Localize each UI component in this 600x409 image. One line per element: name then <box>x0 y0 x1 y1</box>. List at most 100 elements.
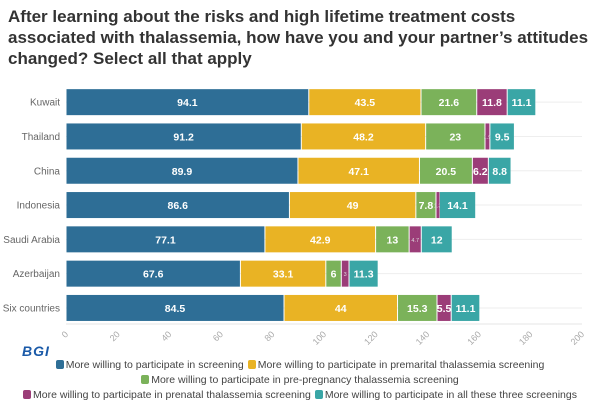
data-label: 6 <box>331 269 337 281</box>
legend-label: More willing to participate in premarita… <box>257 359 545 371</box>
bar-segment <box>488 157 511 184</box>
data-label: 33.1 <box>273 269 294 281</box>
bar-segment <box>66 192 289 219</box>
bar-segment <box>437 294 451 321</box>
data-label: 11.8 <box>482 97 502 109</box>
bar-segment <box>66 294 284 321</box>
x-tick-label: 0 <box>60 329 71 340</box>
bar-segment <box>66 157 298 184</box>
data-label: 94.1 <box>177 97 198 109</box>
data-label: 44 <box>335 303 347 315</box>
data-label: 12 <box>431 234 443 246</box>
data-label: 13 <box>387 234 399 246</box>
bar-segment <box>421 89 477 116</box>
bar-segment <box>284 294 398 321</box>
data-label: 8.8 <box>492 166 507 178</box>
bar-segment <box>507 89 536 116</box>
bar-segment <box>349 260 378 287</box>
bar-segment <box>376 226 409 253</box>
data-label: 11.1 <box>456 303 476 315</box>
legend-item[interactable]: More willing to participate in all these… <box>314 388 577 403</box>
bar-segment <box>326 260 341 287</box>
bar-segment <box>472 157 488 184</box>
data-label: 23 <box>449 131 461 143</box>
legend-swatch <box>55 360 64 369</box>
x-tick-label: 140 <box>414 329 432 347</box>
x-tick-label: 100 <box>311 329 329 347</box>
legend-label: More willing to participate in prenatal … <box>33 389 311 401</box>
data-label: 11.3 <box>354 269 374 281</box>
x-tick-label: 180 <box>517 329 535 347</box>
bar-segment <box>398 294 437 321</box>
bar-segment <box>298 157 419 184</box>
legend-swatch <box>247 360 256 369</box>
bar-segment <box>439 192 476 219</box>
bar-segment <box>289 192 416 219</box>
legend-item[interactable]: More willing to participate in premarita… <box>247 358 545 373</box>
legend-item[interactable]: More willing to participate in prenatal … <box>23 388 311 403</box>
data-label: 6.2 <box>473 166 488 178</box>
bar-segment <box>66 260 240 287</box>
bar-segment <box>66 123 301 150</box>
x-tick-label: 20 <box>108 329 122 343</box>
data-label: 86.6 <box>167 200 188 212</box>
data-label: 1.9 <box>484 135 492 141</box>
data-label: 49 <box>347 200 359 212</box>
bar-segment <box>421 226 452 253</box>
chart-title: After learning about the risks and high … <box>8 7 589 68</box>
data-label: 20.5 <box>436 166 457 178</box>
legend-label: More willing to participate in screening <box>65 359 244 371</box>
data-label: 3 <box>344 272 347 278</box>
legend-item[interactable]: More willing to participate in screening <box>55 358 244 373</box>
x-tick-label: 60 <box>211 329 225 343</box>
legend-swatch <box>23 390 32 399</box>
category-label: Saudi Arabia <box>3 235 60 246</box>
bar-segment <box>419 157 472 184</box>
bar-segment <box>301 123 426 150</box>
category-label: Azerbaijan <box>13 269 60 280</box>
bar-segment <box>490 123 514 150</box>
category-label: Indonesia <box>17 201 61 212</box>
bar-segment <box>485 123 490 150</box>
bar-segment <box>66 89 309 116</box>
bar-segment <box>409 226 421 253</box>
bar-segment <box>240 260 326 287</box>
data-label: 84.5 <box>165 303 186 315</box>
data-label: 91.2 <box>173 131 194 143</box>
category-label: Kuwait <box>30 98 60 109</box>
data-label: 5.5 <box>437 303 452 315</box>
data-label: 9.5 <box>495 131 510 143</box>
bar-segment <box>426 123 485 150</box>
data-label: 43.5 <box>355 97 376 109</box>
data-label: 7.8 <box>419 200 434 212</box>
data-label: 77.1 <box>155 234 176 246</box>
bar-segment <box>265 226 376 253</box>
x-tick-label: 80 <box>262 329 276 343</box>
legend-swatch <box>314 390 323 399</box>
bar-segment <box>416 192 436 219</box>
data-label: 21.6 <box>439 97 460 109</box>
data-label: 15.3 <box>407 303 428 315</box>
x-tick-label: 160 <box>465 329 483 347</box>
data-label: 11.1 <box>512 97 532 109</box>
legend-label: More willing to participate in pre-pregn… <box>151 374 459 386</box>
bgi-logo: BGI <box>22 343 50 359</box>
data-label: 47.1 <box>348 166 369 178</box>
bar-segment <box>309 89 421 116</box>
bar-segment <box>436 192 440 219</box>
legend: More willing to participate in screening… <box>0 358 600 403</box>
bar-segment <box>341 260 349 287</box>
legend-label: More willing to participate in all these… <box>324 389 577 401</box>
bar-segment <box>477 89 507 116</box>
x-tick-label: 120 <box>362 329 380 347</box>
legend-swatch <box>141 375 150 384</box>
data-label: 14.1 <box>447 200 468 212</box>
category-label: China <box>34 166 61 177</box>
data-label: 48.2 <box>353 131 374 143</box>
x-tick-label: 200 <box>569 329 587 347</box>
x-tick-label: 40 <box>159 329 173 343</box>
bar-segment <box>451 294 480 321</box>
data-label: 42.9 <box>310 234 331 246</box>
legend-item[interactable]: More willing to participate in pre-pregn… <box>141 373 459 388</box>
